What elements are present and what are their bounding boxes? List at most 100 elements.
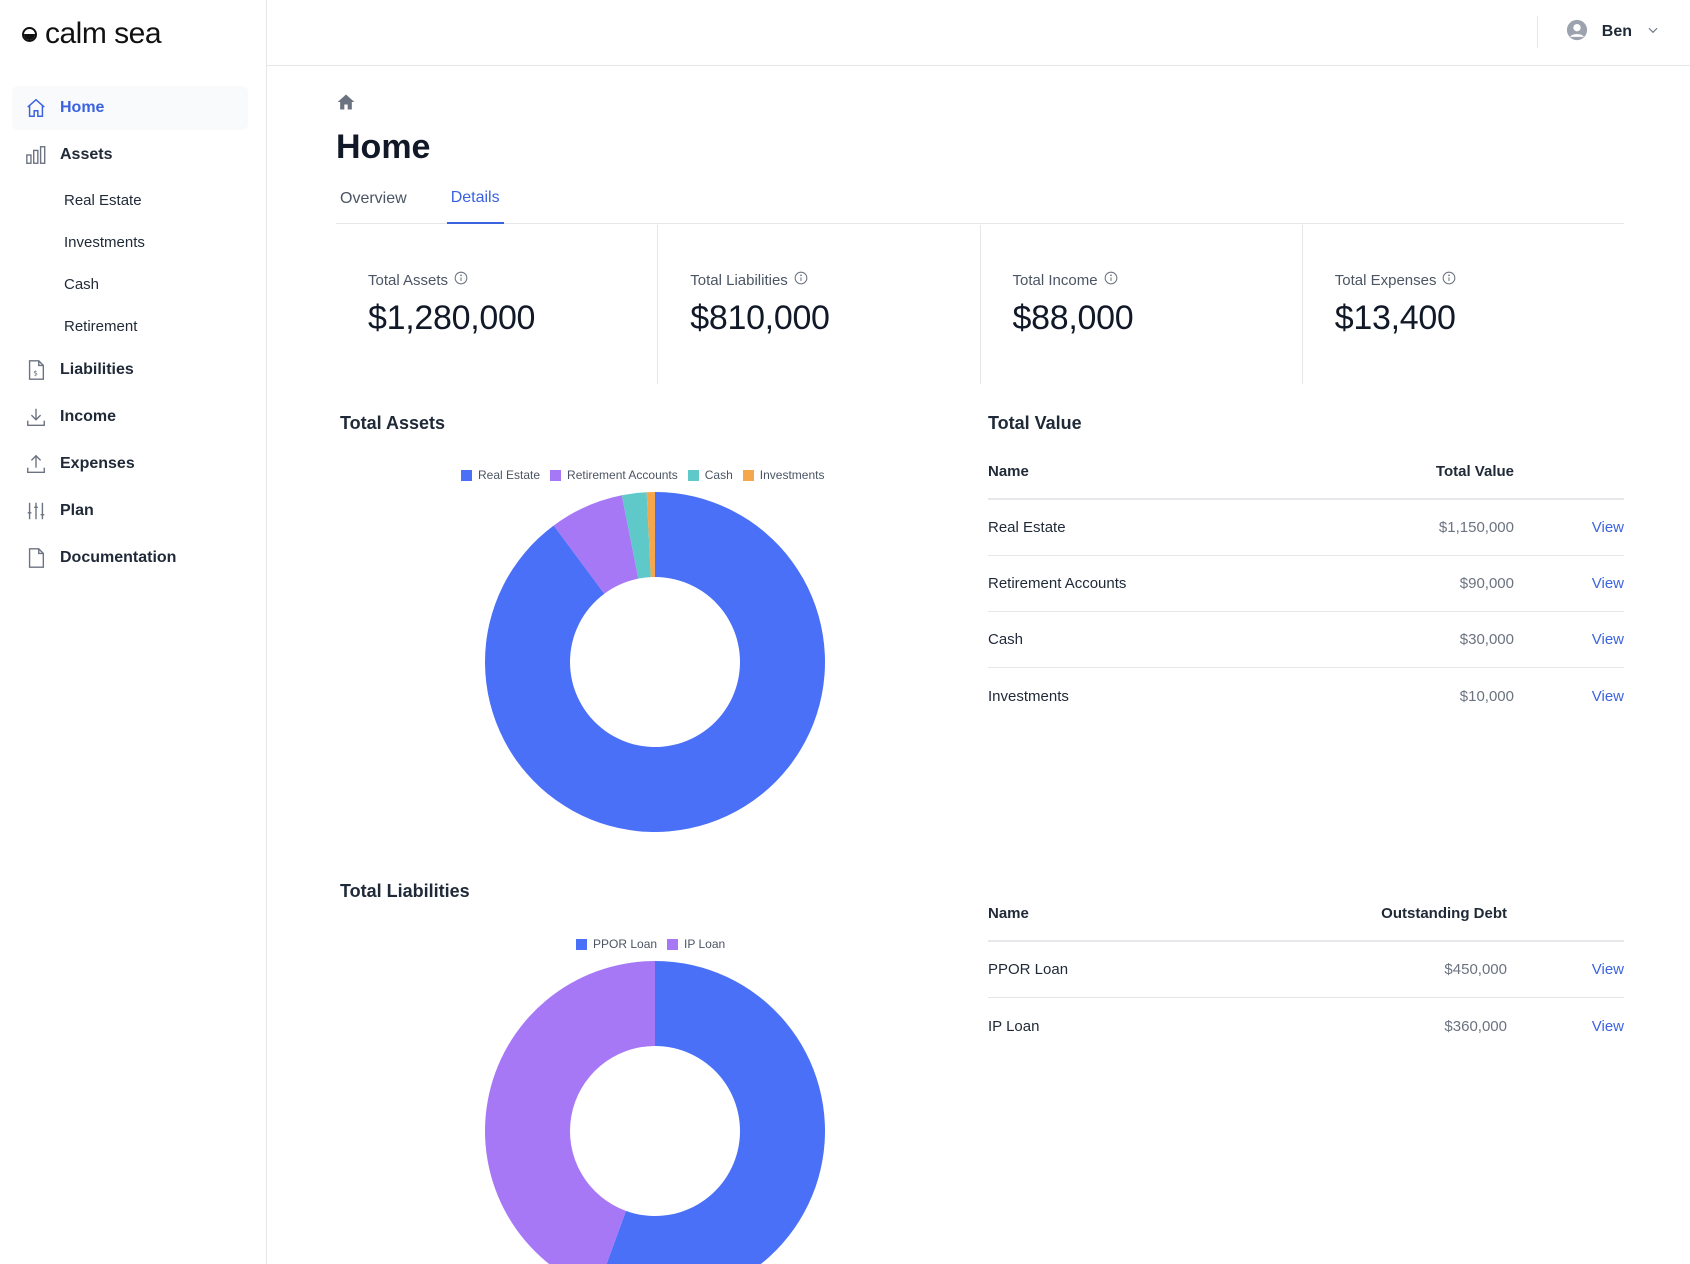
table-header: Name Total Value <box>988 444 1624 500</box>
sidebar-item-label: Income <box>60 408 117 425</box>
column-header-name: Name <box>988 904 1029 922</box>
row-value: $90,000 <box>1459 575 1514 592</box>
donut-slice-ip-loan[interactable] <box>485 961 655 1264</box>
assets-chart-legend: Real Estate Retirement Accounts Cash Invest… <box>461 468 834 482</box>
brand-logo[interactable]: calm sea <box>22 14 162 54</box>
stat-label-text: Total Income <box>1012 271 1098 289</box>
info-icon[interactable] <box>454 271 468 289</box>
sidebar-item-home[interactable]: Home <box>12 86 248 130</box>
sidebar-subitem-investments[interactable]: Investments <box>64 233 145 251</box>
sidebar-item-documentation[interactable]: Documentation <box>12 536 248 580</box>
donut-slice-cash[interactable] <box>621 492 651 579</box>
stat-label-text: Total Liabilities <box>690 271 788 289</box>
legend-item[interactable]: Investments <box>742 468 824 482</box>
row-value: $30,000 <box>1459 631 1514 648</box>
donut-slice-investments[interactable] <box>646 492 655 578</box>
legend-swatch <box>461 469 472 481</box>
brand-mark-icon <box>22 26 37 42</box>
assets-chart-title: Total Assets <box>340 413 446 433</box>
sidebar-item-income[interactable]: Income <box>12 395 248 439</box>
stat-value: $13,400 <box>1334 299 1456 337</box>
row-name: Investments <box>988 687 1069 705</box>
user-avatar-icon <box>1566 19 1588 46</box>
sidebar-item-label: Expenses <box>60 455 135 472</box>
stat-card: Total Expenses $13,400 <box>1303 225 1624 384</box>
legend-swatch <box>742 469 754 481</box>
tab-bar: Overview Details <box>336 174 1624 224</box>
legend-item[interactable]: PPOR Loan <box>576 937 657 951</box>
row-value: $450,000 <box>1444 961 1507 978</box>
donut-slice-retirement-accounts[interactable] <box>553 495 639 594</box>
sidebar-subitem-retirement[interactable]: Retirement <box>64 317 138 335</box>
view-link[interactable]: View <box>1591 961 1624 978</box>
sidebar-item-expenses[interactable]: Expenses <box>12 442 248 486</box>
view-link[interactable]: View <box>1591 575 1624 592</box>
stat-label: Total Income <box>1013 271 1302 289</box>
sidebar: calm sea Home Assets Real Estate Investm… <box>0 0 267 1264</box>
sidebar-item-liabilities[interactable]: $ Liabilities <box>12 348 248 392</box>
table-row: Cash $30,000 View <box>988 612 1624 668</box>
legend-item[interactable]: IP Loan <box>667 937 725 951</box>
table-row: IP Loan $360,000 View <box>988 998 1624 1054</box>
sidebar-item-label: Assets <box>60 146 113 163</box>
stat-value: $1,280,000 <box>368 299 536 337</box>
sidebar-item-label: Documentation <box>60 549 177 566</box>
legend-item[interactable]: Real Estate <box>461 468 540 482</box>
table-row: PPOR Loan $450,000 View <box>988 942 1624 998</box>
stat-label: Total Liabilities <box>690 271 979 289</box>
user-menu[interactable]: Ben <box>1536 16 1660 48</box>
view-link[interactable]: View <box>1591 631 1624 648</box>
stat-card: Total Liabilities $810,000 <box>658 225 981 384</box>
view-link[interactable]: View <box>1591 1017 1624 1035</box>
download-icon <box>24 405 48 429</box>
assets-donut-chart <box>485 492 825 832</box>
column-header-value: Total Value <box>1435 462 1514 480</box>
liabilities-table: Name Outstanding Debt PPOR Loan $450,000… <box>988 886 1624 1054</box>
stat-card: Total Assets $1,280,000 <box>336 225 659 384</box>
table-header: Name Outstanding Debt <box>988 886 1624 942</box>
legend-label: IP Loan <box>684 937 726 951</box>
view-link[interactable]: View <box>1591 519 1624 536</box>
sidebar-subitem-cash[interactable]: Cash <box>64 275 100 293</box>
breadcrumb-home-icon[interactable] <box>336 94 356 116</box>
info-icon[interactable] <box>794 271 808 289</box>
liabilities-chart-title: Total Liabilities <box>340 881 470 901</box>
info-icon[interactable] <box>1104 271 1118 289</box>
sidebar-item-assets[interactable]: Assets <box>12 133 248 177</box>
stat-label-text: Total Assets <box>368 271 449 289</box>
row-value: $10,000 <box>1459 687 1514 705</box>
upload-icon <box>24 452 48 476</box>
liabilities-donut-chart <box>485 961 825 1264</box>
assets-table-title: Total Value <box>988 413 1082 433</box>
legend-item[interactable]: Retirement Accounts <box>550 468 678 482</box>
stat-label: Total Expenses <box>1335 271 1624 289</box>
legend-label: Real Estate <box>478 468 541 482</box>
sidebar-subitem-real-estate[interactable]: Real Estate <box>64 191 142 209</box>
view-link[interactable]: View <box>1591 687 1624 705</box>
dollar-document-icon: $ <box>24 358 48 382</box>
sidebar-item-label: Liabilities <box>60 361 134 378</box>
info-icon[interactable] <box>1442 271 1456 289</box>
row-name: PPOR Loan <box>988 961 1069 978</box>
tab-details[interactable]: Details <box>446 174 504 224</box>
row-name: IP Loan <box>988 1017 1040 1035</box>
table-row: Real Estate $1,150,000 View <box>988 500 1624 556</box>
legend-swatch <box>576 938 587 950</box>
row-value: $360,000 <box>1444 1017 1507 1035</box>
sidebar-item-plan[interactable]: Plan <box>12 489 248 533</box>
donut-slice-real-estate[interactable] <box>485 492 825 832</box>
legend-swatch <box>687 469 699 481</box>
stat-label: Total Assets <box>368 271 657 289</box>
home-icon <box>24 96 48 120</box>
donut-slice-ppor-loan[interactable] <box>597 961 825 1264</box>
legend-item[interactable]: Cash <box>687 468 733 482</box>
stat-value: $810,000 <box>690 299 830 337</box>
user-name: Ben <box>1601 23 1632 40</box>
row-name: Retirement Accounts <box>988 575 1127 592</box>
row-value: $1,150,000 <box>1438 519 1514 536</box>
stat-card: Total Income $88,000 <box>981 225 1303 384</box>
top-bar: Ben <box>267 0 1690 66</box>
tab-overview[interactable]: Overview <box>340 190 407 207</box>
breadcrumb <box>336 92 356 117</box>
legend-label: Cash <box>704 468 733 482</box>
